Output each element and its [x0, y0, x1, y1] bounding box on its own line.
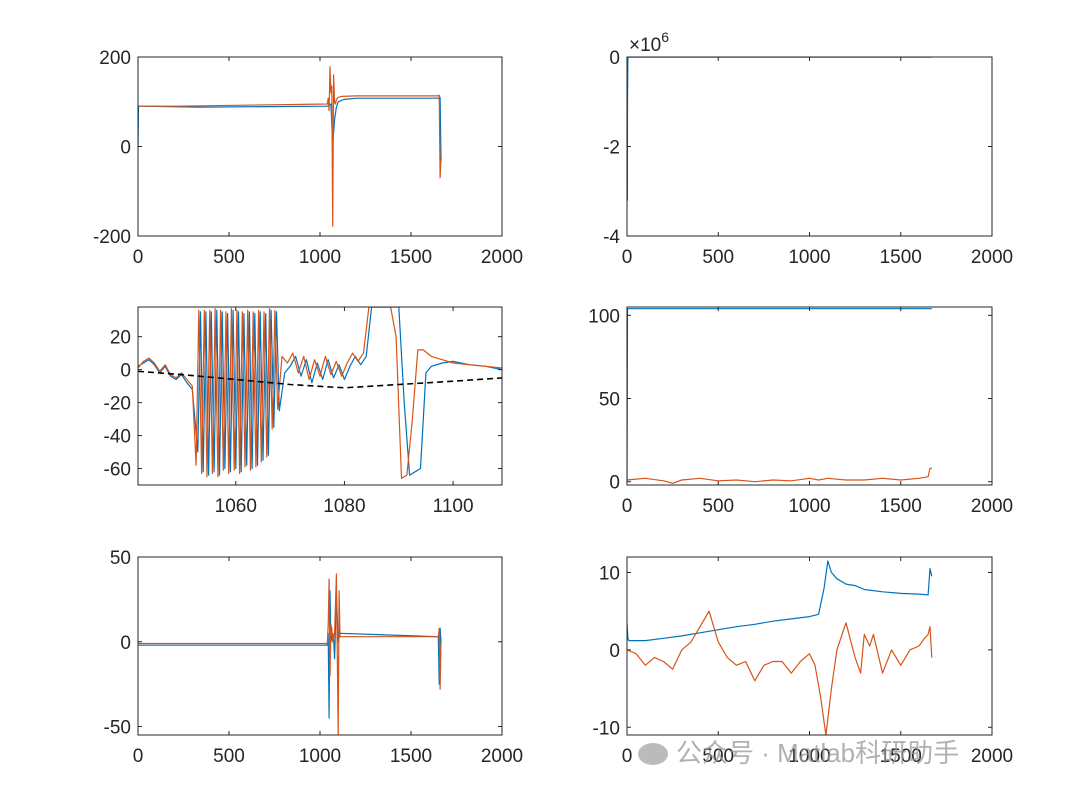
axes-box	[137, 306, 503, 486]
series-line-blue	[627, 57, 932, 201]
y-tick-label: 0	[120, 361, 131, 382]
y-tick-label: 0	[120, 138, 131, 159]
x-tick-label: 2000	[971, 496, 1013, 517]
plot-area	[138, 307, 502, 479]
axes-box	[137, 56, 503, 237]
series-line-orange	[627, 610, 933, 735]
series-line-orange	[138, 307, 502, 479]
plot-area	[138, 66, 442, 227]
x-tick-label: 1100	[433, 496, 474, 517]
series-line-blue	[138, 590, 442, 719]
series-line-black	[138, 370, 502, 389]
wechat-icon	[638, 743, 668, 765]
x-tick-label: 0	[133, 247, 144, 268]
series-line-blue	[627, 308, 932, 482]
watermark: 公众号 · Matlab科研助手	[638, 733, 959, 770]
y-tick-label: 0	[120, 633, 131, 654]
series-line-orange	[138, 573, 442, 735]
series-line-orange	[139, 66, 442, 227]
x-tick-label: 1500	[390, 746, 432, 767]
x-tick-label: 1000	[299, 746, 341, 767]
x-tick-label: 500	[702, 247, 734, 268]
y-tick-label: 50	[599, 389, 620, 410]
x-tick-label: 1500	[880, 746, 922, 767]
y-tick-label: 100	[588, 306, 620, 327]
x-tick-label: 0	[622, 496, 633, 517]
plot-area	[627, 560, 933, 735]
x-tick-label: 2000	[971, 247, 1013, 268]
axes-box	[626, 556, 993, 736]
plot-area	[627, 57, 932, 201]
y-tick-label: -200	[93, 227, 131, 248]
y-tick-label: 0	[609, 48, 620, 69]
x-tick-label: 500	[702, 746, 734, 767]
y-tick-label: 0	[609, 473, 620, 494]
y-tick-label: 200	[99, 48, 131, 69]
x-tick-label: 0	[622, 746, 633, 767]
y-tick-label: -40	[104, 427, 131, 448]
x-tick-label: 500	[702, 496, 734, 517]
y-tick-label: -20	[104, 394, 131, 415]
y-tick-label: -2	[603, 138, 620, 159]
plot-area	[627, 308, 932, 484]
x-tick-label: 2000	[481, 247, 523, 268]
y-tick-label: -60	[104, 460, 131, 481]
y-tick-label: 10	[599, 563, 620, 584]
x-tick-label: 2000	[971, 746, 1013, 767]
axes-box	[626, 306, 993, 486]
series-line-orange	[627, 467, 932, 484]
x-tick-label: 500	[213, 247, 245, 268]
y-tick-label: 20	[110, 328, 131, 349]
y-tick-label: -10	[593, 718, 620, 739]
axes-box	[137, 556, 503, 736]
series-line-blue	[138, 96, 442, 161]
y-tick-label: -50	[104, 718, 131, 739]
x-tick-label: 0	[133, 746, 144, 767]
x-tick-label: 1500	[880, 496, 922, 517]
y-tick-label: 0	[609, 641, 620, 662]
plot-area	[138, 573, 442, 735]
x-tick-label: 1500	[390, 247, 432, 268]
series-line-blue	[627, 560, 933, 642]
x-tick-label: 1080	[323, 496, 365, 517]
subplot-top-right: 0 500 1000 1500 2000 0 -2 -4 ×106	[603, 29, 1013, 268]
x-tick-label: 1000	[788, 247, 830, 268]
x-tick-label: 1000	[299, 247, 341, 268]
exponent-label: ×106	[629, 29, 669, 56]
y-tick-label: -4	[603, 227, 620, 248]
x-tick-label: 0	[622, 247, 633, 268]
x-tick-label: 2000	[481, 746, 523, 767]
x-tick-label: 1060	[215, 496, 257, 517]
x-tick-label: 1000	[788, 746, 830, 767]
x-tick-label: 500	[213, 746, 245, 767]
axes-box	[626, 56, 993, 237]
subplot-middle-left: 1060 1080 1100 20 0 -20 -40 -60	[104, 306, 503, 517]
y-tick-label: 50	[110, 548, 131, 569]
watermark-text: 公众号 · Matlab科研助手	[676, 738, 960, 768]
x-tick-label: 1500	[880, 247, 922, 268]
x-tick-label: 1000	[788, 496, 830, 517]
series-line-blue	[138, 307, 502, 476]
